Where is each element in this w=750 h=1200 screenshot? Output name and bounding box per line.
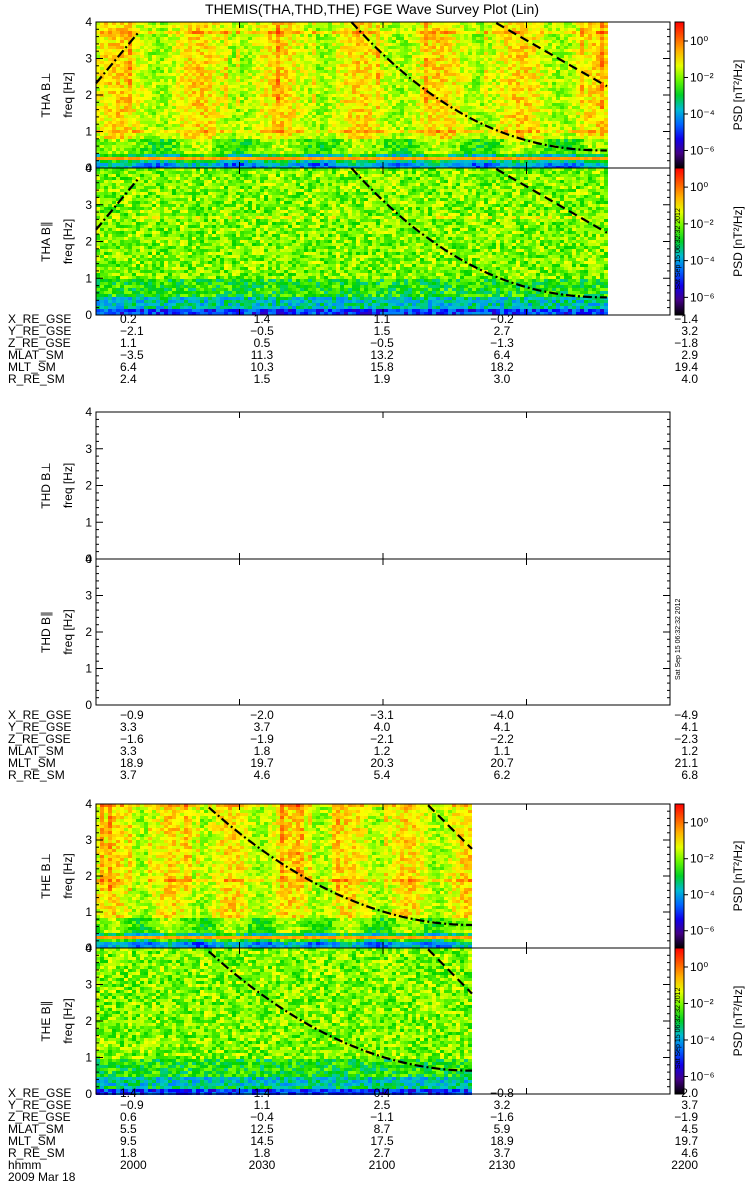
thd-ephemeris: X_RE_GSE −0.9 −2.0 −3.1 −4.0 −4.9Y_RE_GSE 3.3 3… <box>8 708 698 782</box>
freq-tick-label: 3 <box>85 833 92 847</box>
freq-tick-label: 0 <box>85 698 92 712</box>
colorbar-tick-label: 10⁻⁴ <box>690 888 715 902</box>
ephem-value: 6.8 <box>681 768 698 782</box>
colorbar-label: PSD [nT²/Hz] <box>731 206 745 277</box>
freq-tick-label: 2 <box>85 235 92 249</box>
the-para-panel-freq-label: freq [Hz] <box>61 998 75 1043</box>
time-tick-label: 2030 <box>249 1158 276 1172</box>
colorbar-label: PSD [nT²/Hz] <box>731 841 745 912</box>
time-tick-label: 2130 <box>489 1158 516 1172</box>
freq-tick-label: 1 <box>85 515 92 529</box>
ephem-value: 4.6 <box>254 768 271 782</box>
ephem-value: 5.4 <box>374 768 391 782</box>
the-perp-panel-spectrogram <box>96 804 472 948</box>
freq-tick-label: 2 <box>85 625 92 639</box>
colorbar-tick-label: 10⁰ <box>690 34 708 48</box>
colorbar-tick-label: 10⁻⁶ <box>690 924 715 938</box>
thd-para-panel-frame <box>96 559 670 705</box>
colorbar-tick-label: 10⁻⁶ <box>690 1070 715 1084</box>
tha-para-panel-freq-label: freq [Hz] <box>61 219 75 264</box>
colorbar-tick-label: 10⁰ <box>690 180 708 194</box>
the-ephemeris: X_RE_GSE 1.4 1.4 0.4 −0.8 −2.0Y_RE_GSE −0.9 1.1… <box>8 1086 698 1160</box>
colorbar-label: PSD [nT²/Hz] <box>731 986 745 1057</box>
tha-ephemeris: X_RE_GSE 0.2 1.4 1.1 −0.2 −1.4Y_RE_GSE −2.1 −0.… <box>8 312 698 386</box>
ephem-value: 3.7 <box>120 768 137 782</box>
colorbar-tick-label: 10⁻² <box>690 217 714 231</box>
timestamp-stamp: Sat Sep 15 06:32:32 2012 <box>675 208 682 289</box>
colorbar-tick-label: 10⁻² <box>690 71 714 85</box>
date-label: 2009 Mar 18 <box>8 1170 76 1184</box>
figure-title: THEMIS(THA,THD,THE) FGE Wave Survey Plot… <box>205 1 539 17</box>
freq-tick-label: 0 <box>85 308 92 322</box>
freq-tick-label: 1 <box>85 1051 92 1065</box>
colorbar-tick-label: 10⁻⁶ <box>690 290 715 304</box>
tha-para-panel-spectrogram <box>96 168 608 315</box>
the-para-panel-spectrogram <box>96 948 472 1095</box>
the-para-panel-label: THE B∥ <box>39 1000 53 1041</box>
freq-tick-label: 2 <box>85 869 92 883</box>
freq-tick-label: 4 <box>85 941 92 955</box>
freq-tick-label: 4 <box>85 15 92 29</box>
thd-para-panel-freq-label: freq [Hz] <box>61 609 75 654</box>
freq-tick-label: 1 <box>85 905 92 919</box>
time-tick-label: 2000 <box>120 1158 147 1172</box>
time-tick-label: 2100 <box>369 1158 396 1172</box>
ephem-value: 3.0 <box>494 372 511 386</box>
freq-tick-label: 1 <box>85 125 92 139</box>
freq-tick-label: 2 <box>85 479 92 493</box>
ephem-value: 1.9 <box>374 372 391 386</box>
colorbar-tick-label: 10⁰ <box>690 816 708 830</box>
colorbar-tick-label: 10⁰ <box>690 960 708 974</box>
freq-tick-label: 2 <box>85 1014 92 1028</box>
ephem-value: 1.5 <box>254 372 271 386</box>
the-perp-panel-label: THE B⊥ <box>39 853 53 899</box>
colorbar-label: PSD [nT²/Hz] <box>731 60 745 131</box>
tha-perp-panel-freq-label: freq [Hz] <box>61 72 75 117</box>
ephem-value: 2.4 <box>120 372 137 386</box>
thd-perp-panel-frame <box>96 412 670 559</box>
ephem-row-label: R_RE_SM <box>8 768 65 782</box>
tha-perp-panel-spectrogram <box>96 22 608 169</box>
tha-perp-panel-label: THA B⊥ <box>39 72 53 117</box>
freq-tick-label: 3 <box>85 589 92 603</box>
colorbar-tick-label: 10⁻⁶ <box>690 144 715 158</box>
freq-tick-label: 3 <box>85 198 92 212</box>
freq-tick-label: 4 <box>85 797 92 811</box>
time-tick-label: 2200 <box>671 1158 698 1172</box>
ephem-row-label: R_RE_SM <box>8 372 65 386</box>
ephem-value: 4.0 <box>681 372 698 386</box>
thd-perp-panel-freq-label: freq [Hz] <box>61 463 75 508</box>
freq-tick-label: 3 <box>85 442 92 456</box>
freq-tick-label: 1 <box>85 662 92 676</box>
thd-perp-panel-label: THD B⊥ <box>39 462 53 508</box>
timestamp-stamp: Sat Sep 15 06:32:32 2012 <box>675 988 682 1069</box>
colorbar-tick-label: 10⁻⁴ <box>690 107 715 121</box>
colorbar-tick-label: 10⁻² <box>690 997 714 1011</box>
colorbar-tick-label: 10⁻⁴ <box>690 254 715 268</box>
freq-tick-label: 4 <box>85 161 92 175</box>
freq-tick-label: 1 <box>85 271 92 285</box>
timestamp-stamp: Sat Sep 15 06:32:32 2012 <box>675 599 682 680</box>
ephem-value: 6.2 <box>494 768 511 782</box>
freq-tick-label: 0 <box>85 1087 92 1101</box>
thd-para-panel-label: THD B∥ <box>39 611 53 653</box>
the-perp-panel-freq-label: freq [Hz] <box>61 853 75 898</box>
freq-tick-label: 3 <box>85 978 92 992</box>
freq-tick-label: 2 <box>85 88 92 102</box>
tha-para-panel-label: THA B∥ <box>39 221 53 262</box>
the-perp-panel-colorbar <box>675 804 684 948</box>
freq-tick-label: 4 <box>85 552 92 566</box>
tha-perp-panel-colorbar <box>675 22 684 168</box>
colorbar-tick-label: 10⁻² <box>690 852 714 866</box>
freq-tick-label: 4 <box>85 405 92 419</box>
freq-tick-label: 3 <box>85 52 92 66</box>
colorbar-tick-label: 10⁻⁴ <box>690 1033 715 1047</box>
